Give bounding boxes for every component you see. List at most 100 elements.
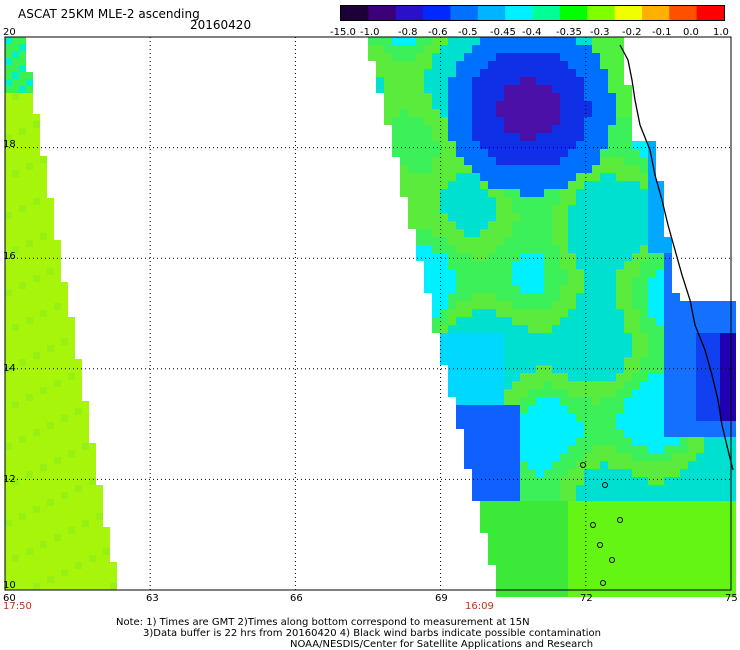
data-cell <box>520 349 528 357</box>
data-cell <box>5 471 12 478</box>
data-cell <box>656 213 664 221</box>
data-cell <box>544 45 552 53</box>
data-cell <box>432 165 440 173</box>
data-cell <box>592 493 600 501</box>
data-cell <box>416 149 424 157</box>
data-cell <box>82 513 89 520</box>
data-cell <box>416 229 424 237</box>
data-cell <box>12 170 19 177</box>
data-cell <box>488 333 496 341</box>
data-cell <box>552 69 560 77</box>
lon-label: 66 <box>290 593 303 604</box>
swath-west <box>5 37 117 590</box>
data-cell <box>672 541 680 549</box>
data-cell <box>544 525 552 533</box>
data-cell <box>448 189 456 197</box>
data-cell <box>632 165 640 173</box>
data-cell <box>12 527 19 534</box>
data-cell <box>68 457 75 464</box>
data-cell <box>576 253 584 261</box>
data-cell <box>464 405 472 413</box>
data-cell <box>640 165 648 173</box>
data-cell <box>584 589 592 597</box>
data-cell <box>592 197 600 205</box>
data-cell <box>528 229 536 237</box>
data-cell <box>440 213 448 221</box>
data-cell <box>33 387 40 394</box>
data-cell <box>696 317 704 325</box>
data-cell <box>648 213 656 221</box>
data-cell <box>448 117 456 125</box>
data-cell <box>440 101 448 109</box>
data-cell <box>568 533 576 541</box>
data-cell <box>560 37 568 45</box>
data-cell <box>616 485 624 493</box>
data-cell <box>40 450 47 457</box>
data-cell <box>552 309 560 317</box>
data-cell <box>512 477 520 485</box>
data-cell <box>440 173 448 181</box>
data-cell <box>640 445 648 453</box>
data-cell <box>592 165 600 173</box>
data-cell <box>624 357 632 365</box>
data-cell <box>61 289 68 296</box>
data-cell <box>103 555 110 562</box>
data-cell <box>40 583 47 590</box>
data-cell <box>624 293 632 301</box>
data-cell <box>456 69 464 77</box>
data-cell <box>448 93 456 101</box>
data-cell <box>440 333 448 341</box>
data-cell <box>568 549 576 557</box>
data-cell <box>512 333 520 341</box>
data-cell <box>600 381 608 389</box>
data-cell <box>488 389 496 397</box>
data-cell <box>520 205 528 213</box>
data-cell <box>576 237 584 245</box>
data-cell <box>384 109 392 117</box>
data-cell <box>616 357 624 365</box>
data-cell <box>624 517 632 525</box>
data-cell <box>616 285 624 293</box>
data-cell <box>624 309 632 317</box>
data-cell <box>472 125 480 133</box>
data-cell <box>464 205 472 213</box>
data-cell <box>720 501 728 509</box>
data-cell <box>552 437 560 445</box>
data-cell <box>528 517 536 525</box>
data-cell <box>488 109 496 117</box>
data-cell <box>75 569 82 576</box>
data-cell <box>480 125 488 133</box>
data-cell <box>432 269 440 277</box>
data-cell <box>536 101 544 109</box>
data-cell <box>568 149 576 157</box>
data-cell <box>576 309 584 317</box>
data-cell <box>656 517 664 525</box>
data-cell <box>472 277 480 285</box>
data-cell <box>26 555 33 562</box>
data-cell <box>472 229 480 237</box>
data-cell <box>624 389 632 397</box>
data-cell <box>19 93 26 100</box>
data-cell <box>54 338 61 345</box>
data-cell <box>488 317 496 325</box>
data-cell <box>536 453 544 461</box>
data-cell <box>424 237 432 245</box>
data-cell <box>504 61 512 69</box>
data-cell <box>616 141 624 149</box>
data-cell <box>584 309 592 317</box>
data-cell <box>616 445 624 453</box>
data-cell <box>640 157 648 165</box>
data-cell <box>54 534 61 541</box>
data-cell <box>464 429 472 437</box>
data-cell <box>712 589 720 597</box>
data-cell <box>12 534 19 541</box>
data-cell <box>440 205 448 213</box>
data-cell <box>592 149 600 157</box>
data-cell <box>552 61 560 69</box>
data-cell <box>544 261 552 269</box>
data-cell <box>392 109 400 117</box>
data-cell <box>488 189 496 197</box>
data-cell <box>40 541 47 548</box>
data-cell <box>456 125 464 133</box>
data-cell <box>616 301 624 309</box>
